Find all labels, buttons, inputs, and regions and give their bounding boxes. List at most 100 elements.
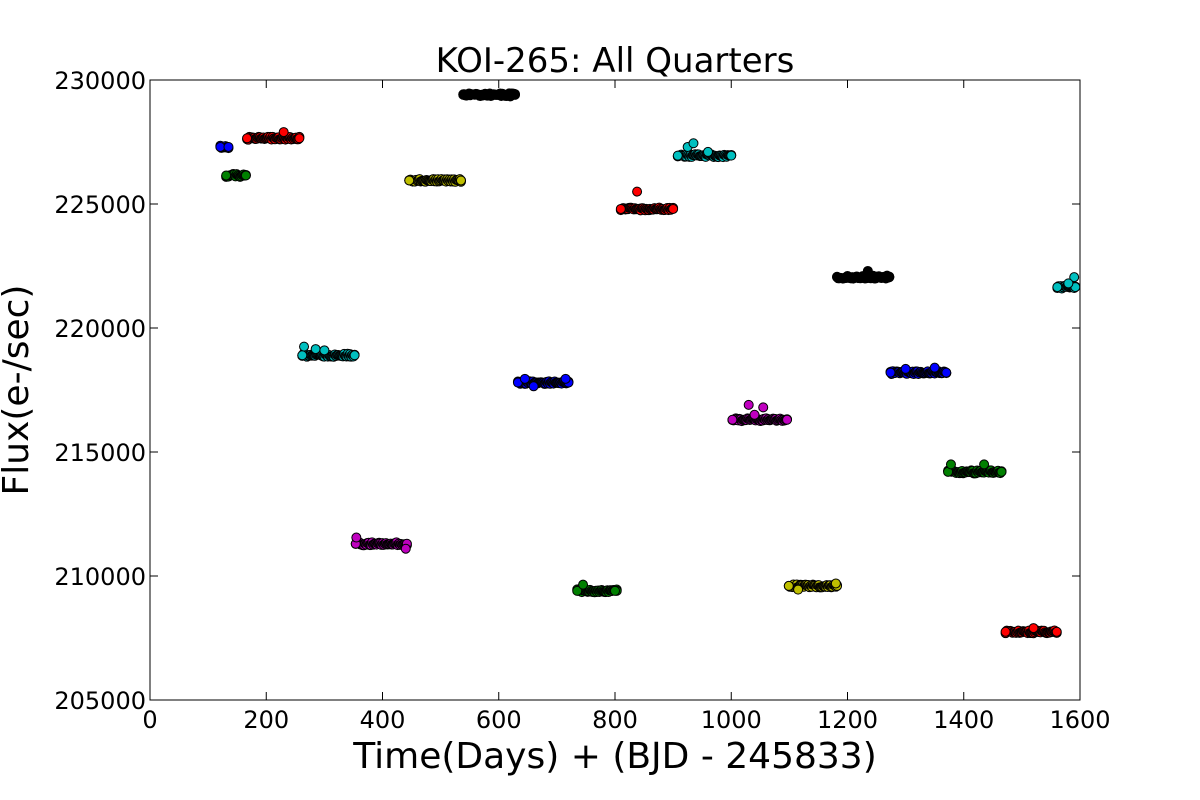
series-quarter-18 bbox=[1052, 272, 1081, 294]
data-point-outlier bbox=[1069, 272, 1080, 283]
data-point-end bbox=[294, 133, 305, 144]
data-band bbox=[788, 582, 838, 589]
data-point-outlier bbox=[400, 543, 411, 554]
x-tick-label: 0 bbox=[142, 706, 157, 734]
data-point-end bbox=[996, 466, 1007, 477]
data-band bbox=[517, 379, 569, 386]
data-point-outlier bbox=[351, 532, 362, 543]
data-point-outlier bbox=[610, 585, 620, 596]
series-quarter-2 bbox=[221, 169, 251, 182]
data-point-end bbox=[1051, 626, 1062, 637]
data-point-end bbox=[510, 89, 521, 100]
series-quarter-11 bbox=[672, 138, 737, 163]
data-point-end bbox=[349, 350, 360, 361]
data-point-outlier bbox=[979, 459, 990, 470]
data-point-end bbox=[1052, 282, 1063, 293]
data-point-end bbox=[885, 367, 896, 378]
x-tick-label: 1600 bbox=[1049, 706, 1110, 734]
data-point-outlier bbox=[578, 579, 589, 590]
data-point-outlier bbox=[1028, 623, 1039, 634]
data-point-end bbox=[782, 414, 793, 425]
data-point-outlier bbox=[743, 399, 754, 410]
data-band bbox=[620, 205, 674, 212]
data-point-end bbox=[941, 367, 952, 378]
data-band bbox=[837, 274, 890, 281]
data-band bbox=[355, 540, 407, 547]
x-tick-label: 400 bbox=[360, 706, 406, 734]
series-quarter-9 bbox=[572, 579, 622, 598]
series-quarter-12 bbox=[727, 399, 793, 427]
data-point-end bbox=[884, 272, 895, 283]
data-point-outlier bbox=[319, 345, 330, 356]
data-band bbox=[677, 152, 732, 159]
data-point-outlier bbox=[310, 344, 321, 355]
x-axis-label: Time(Days) + (BJD - 245833) bbox=[352, 736, 877, 777]
series-quarter-15 bbox=[885, 362, 952, 380]
data-point-outlier bbox=[703, 146, 713, 157]
data-point-end bbox=[832, 272, 843, 283]
chart-title: KOI-265: All Quarters bbox=[436, 41, 795, 81]
data-point-end bbox=[458, 89, 469, 100]
series-quarter-16 bbox=[943, 459, 1007, 479]
data-point-end bbox=[726, 150, 737, 161]
series-quarter-3 bbox=[242, 127, 305, 145]
data-point-outlier bbox=[528, 381, 539, 392]
data-point-outlier bbox=[793, 584, 804, 595]
x-tick-label: 1200 bbox=[817, 706, 878, 734]
x-tick-label: 1000 bbox=[701, 706, 762, 734]
data-band bbox=[409, 177, 461, 184]
data-point-end bbox=[615, 203, 626, 214]
y-tick-label: 210000 bbox=[54, 563, 146, 591]
data-band bbox=[890, 369, 947, 376]
data-band bbox=[247, 135, 300, 142]
data-point-outlier bbox=[560, 373, 571, 384]
data-point-outlier bbox=[830, 578, 841, 589]
series-quarter-14 bbox=[832, 265, 895, 284]
data-point-end bbox=[404, 175, 415, 186]
data-point-end bbox=[221, 170, 232, 181]
data-band bbox=[732, 416, 788, 423]
data-point-end bbox=[672, 150, 683, 161]
data-point-outlier bbox=[519, 373, 530, 384]
y-tick-label: 215000 bbox=[54, 439, 146, 467]
data-point-outlier bbox=[1063, 278, 1074, 289]
plot-area-frame bbox=[149, 79, 1081, 701]
data-point-outlier bbox=[929, 362, 940, 373]
data-point-outlier bbox=[632, 186, 643, 197]
data-band bbox=[577, 587, 617, 594]
x-tick-label: 800 bbox=[592, 706, 638, 734]
data-point-outlier bbox=[455, 175, 466, 186]
data-point-end bbox=[1000, 626, 1011, 637]
data-band bbox=[226, 172, 246, 179]
x-tick-label: 600 bbox=[476, 706, 522, 734]
y-tick-label: 230000 bbox=[54, 67, 146, 95]
series-quarter-8 bbox=[512, 373, 574, 392]
data-point-outlier bbox=[749, 409, 760, 420]
series-quarter-6 bbox=[404, 174, 466, 187]
data-point-end bbox=[727, 414, 738, 425]
y-tick-label: 220000 bbox=[54, 315, 146, 343]
series-quarter-10 bbox=[615, 186, 679, 216]
y-tick-label: 205000 bbox=[54, 687, 146, 715]
data-point-end bbox=[223, 141, 234, 152]
data-point-end bbox=[572, 585, 583, 596]
series-quarter-17 bbox=[1000, 623, 1062, 639]
data-point-outlier bbox=[278, 127, 289, 138]
data-point-end bbox=[297, 350, 308, 361]
data-point-outlier bbox=[862, 265, 873, 276]
y-axis-label: Flux(e-/sec) bbox=[0, 285, 37, 496]
data-point-outlier bbox=[900, 363, 911, 374]
data-points bbox=[215, 88, 1081, 639]
data-point-end bbox=[668, 203, 679, 214]
data-band bbox=[948, 468, 1002, 475]
data-point-outlier bbox=[688, 138, 699, 149]
series-quarter-13 bbox=[783, 578, 843, 595]
x-tick-label: 200 bbox=[243, 706, 289, 734]
y-tick-label: 225000 bbox=[54, 191, 146, 219]
data-band bbox=[463, 91, 516, 98]
data-point-end bbox=[783, 580, 794, 591]
series-quarter-5 bbox=[350, 532, 412, 554]
data-point-end bbox=[242, 133, 253, 144]
data-point-outlier bbox=[945, 459, 956, 470]
